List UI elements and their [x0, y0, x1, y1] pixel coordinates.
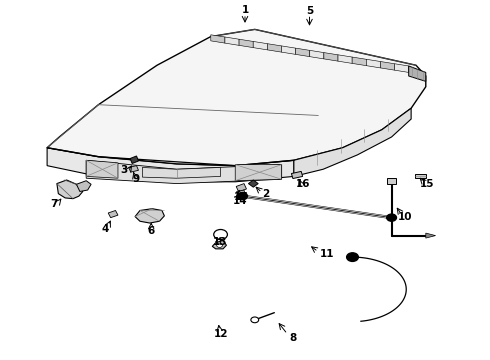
Text: 13: 13 [212, 237, 227, 247]
Polygon shape [248, 180, 258, 187]
Polygon shape [212, 240, 226, 249]
Circle shape [238, 193, 247, 200]
Text: 2: 2 [262, 189, 269, 199]
Polygon shape [281, 46, 295, 54]
Circle shape [251, 317, 259, 323]
Text: 12: 12 [214, 329, 229, 339]
Polygon shape [253, 41, 268, 50]
Polygon shape [367, 59, 380, 68]
Polygon shape [225, 37, 239, 45]
Circle shape [214, 229, 227, 239]
Polygon shape [380, 62, 394, 70]
Text: 7: 7 [50, 199, 57, 210]
Circle shape [217, 243, 222, 247]
Polygon shape [394, 64, 409, 72]
Polygon shape [235, 165, 282, 181]
Polygon shape [426, 233, 436, 238]
Text: 16: 16 [295, 179, 310, 189]
Polygon shape [236, 184, 246, 192]
Polygon shape [387, 178, 396, 184]
Polygon shape [47, 148, 294, 182]
Polygon shape [47, 30, 426, 166]
Polygon shape [135, 209, 164, 223]
Text: 17: 17 [234, 192, 248, 202]
Polygon shape [268, 44, 281, 52]
Polygon shape [239, 39, 253, 48]
Text: 6: 6 [147, 226, 155, 236]
Polygon shape [237, 190, 245, 196]
Circle shape [387, 214, 396, 221]
Text: 5: 5 [306, 6, 313, 16]
Polygon shape [108, 211, 118, 218]
Polygon shape [409, 66, 426, 81]
Polygon shape [86, 160, 118, 178]
Polygon shape [86, 160, 282, 184]
Polygon shape [57, 180, 83, 199]
Polygon shape [294, 108, 411, 176]
Text: 4: 4 [101, 224, 108, 234]
Polygon shape [310, 50, 324, 59]
Text: 11: 11 [320, 248, 334, 258]
Polygon shape [324, 53, 338, 61]
Text: 9: 9 [133, 174, 140, 184]
Circle shape [346, 253, 358, 261]
Polygon shape [211, 35, 225, 43]
Text: 8: 8 [289, 333, 296, 343]
Polygon shape [338, 55, 352, 63]
Polygon shape [295, 48, 310, 57]
Text: 1: 1 [242, 5, 248, 15]
Polygon shape [352, 57, 367, 66]
Polygon shape [292, 171, 303, 179]
Text: 3: 3 [120, 165, 127, 175]
Text: 15: 15 [419, 179, 434, 189]
Polygon shape [415, 174, 426, 178]
Polygon shape [129, 166, 139, 172]
Polygon shape [143, 167, 220, 178]
Polygon shape [130, 156, 139, 163]
Text: 10: 10 [398, 212, 413, 221]
Text: 14: 14 [233, 196, 247, 206]
Polygon shape [76, 181, 91, 192]
